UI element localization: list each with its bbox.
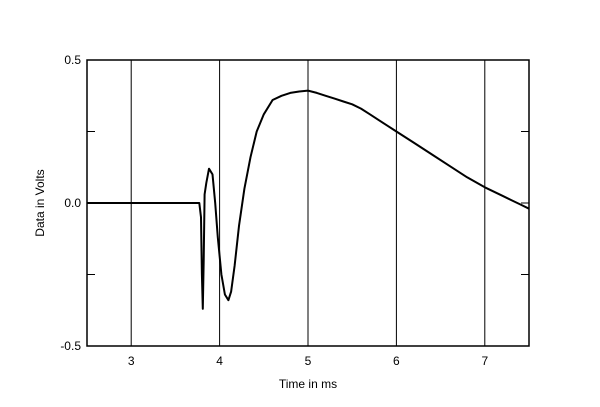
y-tick-label: 0.5 [64,53,81,67]
series-line [87,89,530,310]
x-axis-label: Time in ms [279,377,337,391]
plot-frame [86,59,530,347]
tick-labels: 3 4 5 6 7 -0.5 0.0 0.5 [60,53,488,368]
x-tick-label: 6 [393,354,400,368]
y-tick-label: -0.5 [60,339,81,353]
x-tick-label: 3 [128,354,135,368]
x-tick-label: 7 [481,354,488,368]
x-tick-label: 4 [216,354,223,368]
y-tick-label: 0.0 [64,196,81,210]
series-layer [87,89,530,310]
x-tick-label: 5 [305,354,312,368]
grid-lines [130,60,486,346]
y-axis-label: Data in Volts [33,169,47,236]
